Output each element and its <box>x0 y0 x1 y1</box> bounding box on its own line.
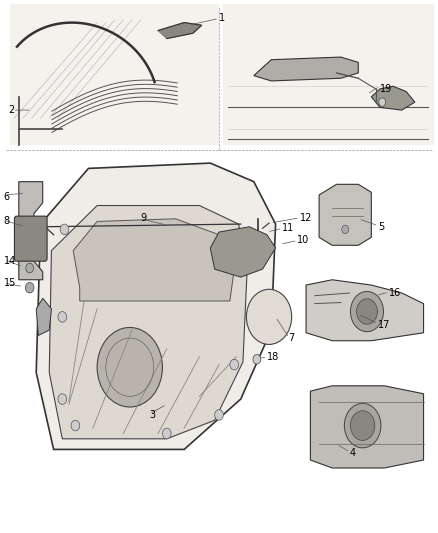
Text: 16: 16 <box>389 288 401 298</box>
Text: 15: 15 <box>4 278 16 288</box>
Text: 1: 1 <box>219 13 225 23</box>
Circle shape <box>71 420 80 431</box>
Polygon shape <box>36 163 276 449</box>
Polygon shape <box>319 184 371 245</box>
Circle shape <box>350 411 375 440</box>
Text: 9: 9 <box>141 213 147 223</box>
Text: 10: 10 <box>297 235 310 245</box>
Circle shape <box>58 312 67 322</box>
Polygon shape <box>73 219 234 301</box>
Text: 7: 7 <box>289 333 295 343</box>
Circle shape <box>97 327 162 407</box>
Text: 4: 4 <box>350 448 356 458</box>
Text: 2: 2 <box>8 105 14 115</box>
Circle shape <box>162 428 171 439</box>
Text: 14: 14 <box>4 256 16 266</box>
Polygon shape <box>210 227 276 277</box>
Polygon shape <box>36 298 51 335</box>
Polygon shape <box>371 86 415 110</box>
Circle shape <box>357 299 378 324</box>
Text: 19: 19 <box>380 84 392 94</box>
Circle shape <box>25 282 34 293</box>
Circle shape <box>350 292 384 332</box>
Circle shape <box>247 289 292 344</box>
Circle shape <box>253 354 261 364</box>
Text: 5: 5 <box>378 222 384 232</box>
Polygon shape <box>311 386 424 468</box>
Polygon shape <box>223 4 434 144</box>
Text: 6: 6 <box>4 191 10 201</box>
Text: 11: 11 <box>282 223 294 233</box>
Circle shape <box>344 403 381 448</box>
Circle shape <box>60 224 69 235</box>
Circle shape <box>379 98 386 107</box>
Circle shape <box>58 394 67 405</box>
Text: 18: 18 <box>267 352 279 361</box>
Text: 17: 17 <box>378 320 390 330</box>
Polygon shape <box>19 182 43 280</box>
FancyBboxPatch shape <box>14 216 47 261</box>
Polygon shape <box>306 280 424 341</box>
Polygon shape <box>254 57 358 81</box>
Polygon shape <box>10 4 219 144</box>
Polygon shape <box>158 22 201 38</box>
Circle shape <box>230 359 239 370</box>
Circle shape <box>215 410 223 420</box>
Circle shape <box>342 225 349 233</box>
Circle shape <box>26 263 34 273</box>
Text: 3: 3 <box>149 410 155 420</box>
Text: 8: 8 <box>4 216 10 227</box>
Text: 12: 12 <box>300 213 312 223</box>
Polygon shape <box>49 206 247 439</box>
